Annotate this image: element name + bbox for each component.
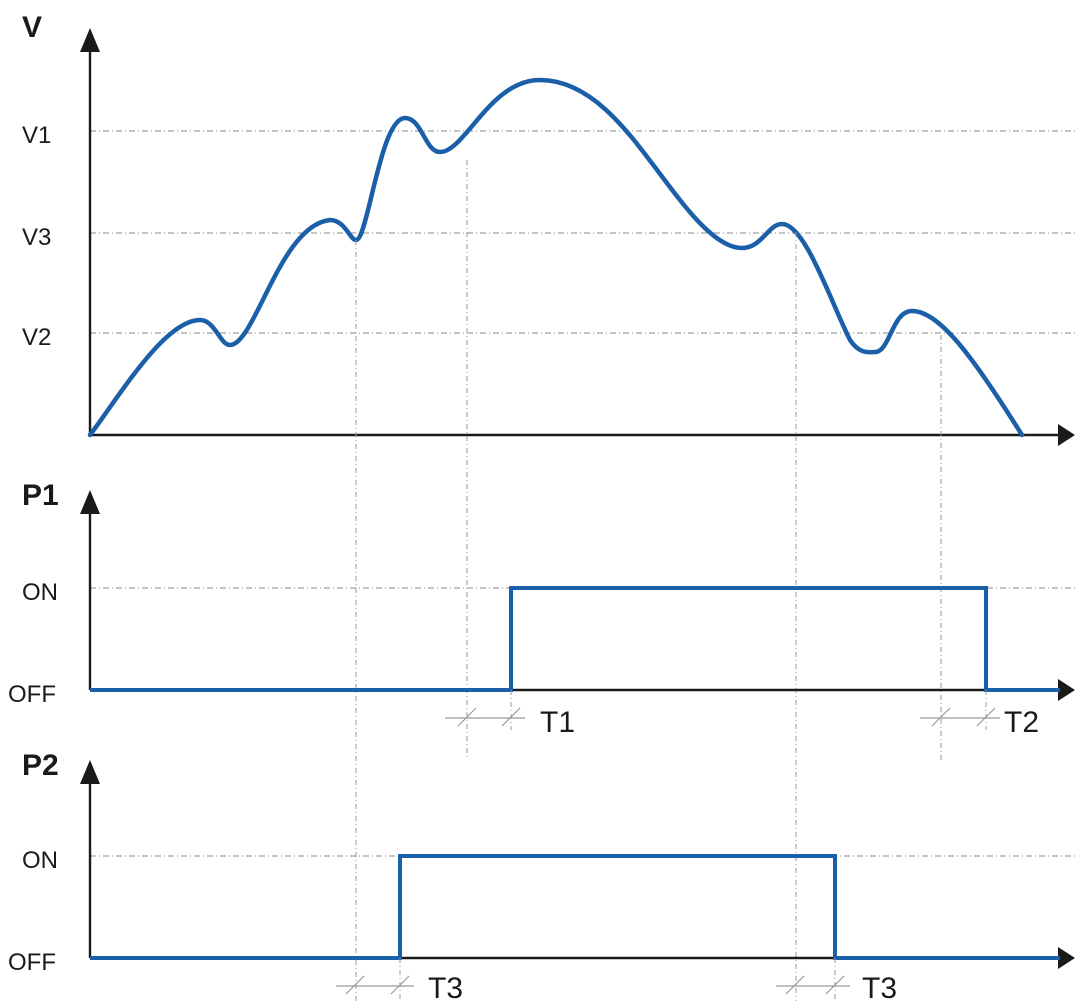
p1-axis-label: P1 (22, 479, 59, 512)
p2-panel: P2 ON OFF T3 T3 (8, 749, 1075, 1001)
p2-axis-arrow-icon (80, 760, 100, 784)
p2-off-label: OFF (8, 949, 56, 976)
v-axis-arrow-icon (80, 28, 100, 52)
vertical-guides (355, 160, 942, 1001)
v2-label: V2 (22, 324, 51, 351)
t3-end-label: T3 (862, 972, 897, 1001)
velocity-panel: V V1 V3 V2 (22, 11, 1075, 446)
v-time-axis-arrow-icon (1058, 424, 1075, 446)
p1-panel: P1 ON OFF T1 T2 (8, 479, 1075, 739)
p2-t3-end-delay-marker (776, 958, 850, 1001)
p2-t3-start-delay-marker (336, 958, 414, 1001)
p2-axis-label: P2 (22, 749, 59, 782)
p2-on-label: ON (22, 847, 58, 874)
v1-label: V1 (22, 122, 51, 149)
v-axis-label: V (22, 11, 42, 44)
p1-signal (90, 586, 1060, 692)
p1-time-axis-arrow-icon (1058, 679, 1075, 701)
t2-label: T2 (1004, 706, 1039, 739)
p1-t2-delay-marker (920, 690, 1000, 730)
velocity-curve (87, 77, 1025, 438)
p1-on-label: ON (22, 579, 58, 606)
t1-label: T1 (540, 706, 575, 739)
p2-signal (90, 854, 1060, 960)
p1-axis-arrow-icon (80, 490, 100, 514)
p2-time-axis-arrow-icon (1058, 947, 1075, 969)
t3-start-label: T3 (428, 972, 463, 1001)
p1-off-label: OFF (8, 681, 56, 708)
v3-label: V3 (22, 224, 51, 251)
p1-t1-delay-marker (445, 690, 525, 730)
